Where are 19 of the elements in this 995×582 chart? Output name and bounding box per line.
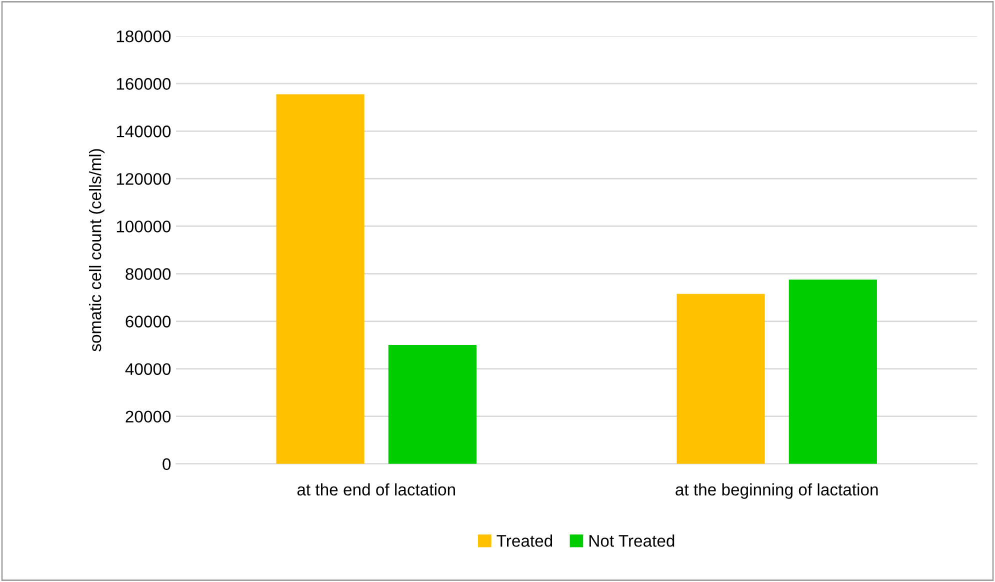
y-tick-label: 40000 [125,363,171,375]
bar [676,294,765,464]
y-axis-title: somatic cell count (cells/ml) [88,149,105,352]
legend-label: Treated [496,534,552,547]
y-tick-label: 60000 [126,316,171,328]
legend-label: Not Treated [590,534,674,547]
y-tick-label: 140000 [116,126,171,138]
y-tick-label: 180000 [116,30,171,42]
bar [788,280,877,464]
x-tick-label: at the end of lactation [297,483,455,496]
y-tick-label: 20000 [126,410,171,423]
y-tick-label: 120000 [116,173,171,185]
y-tick-label: 100000 [116,220,171,232]
bar [388,345,476,464]
y-tick-label: 0 [162,458,171,470]
bar [276,94,364,464]
x-tick-label: at the beginning of lactation [676,483,878,499]
y-tick-label: 80000 [126,268,171,280]
y-tick-label: 160000 [116,78,171,90]
